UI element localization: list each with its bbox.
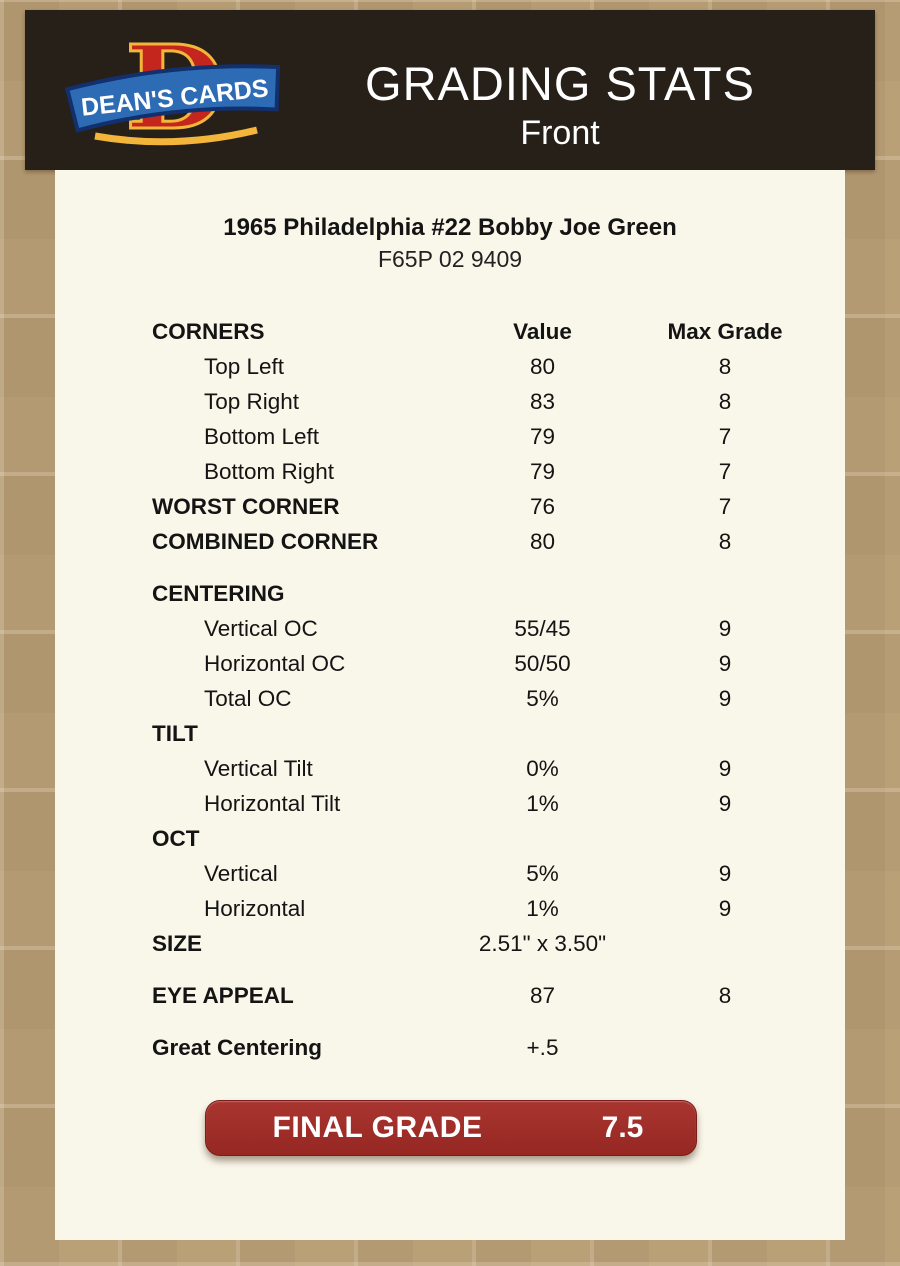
header-bar: D DEAN'S CARDS GRADING STATS Front xyxy=(25,10,875,170)
card-certification-code: F65P 02 9409 xyxy=(377,246,523,272)
table-row: OCT xyxy=(152,821,845,856)
table-row: COMBINED CORNER 80 8 xyxy=(152,524,845,559)
row-max: 8 xyxy=(718,529,732,554)
row-max xyxy=(645,1030,805,1065)
table-row: Top Right 83 8 xyxy=(152,384,845,419)
row-value: 83 xyxy=(529,389,556,414)
row-value: Value xyxy=(513,319,572,344)
final-grade-label: FINAL GRADE xyxy=(272,1111,483,1144)
row-label: Total OC xyxy=(204,686,292,711)
row-value: 1% xyxy=(526,791,559,816)
row-label: WORST CORNER xyxy=(152,494,340,519)
table-row: CORNERS Value Max Grade xyxy=(152,314,845,349)
table-row: Horizontal OC 50/50 9 xyxy=(152,646,845,681)
logo-gold-swoosh xyxy=(94,126,258,146)
deans-cards-logo: D DEAN'S CARDS xyxy=(64,28,281,153)
table-row: EYE APPEAL 87 8 xyxy=(152,978,845,1013)
row-max xyxy=(645,716,805,751)
final-grade-value: 7.5 xyxy=(601,1111,644,1144)
row-label: EYE APPEAL xyxy=(152,983,294,1008)
row-value: 80 xyxy=(529,354,556,379)
table-row: Vertical 5% 9 xyxy=(152,856,845,891)
row-max: Max Grade xyxy=(667,319,783,344)
row-label: Vertical Tilt xyxy=(204,756,313,781)
row-value: 55/45 xyxy=(514,616,571,641)
logo-ribbon-shape xyxy=(64,64,281,133)
row-max: 9 xyxy=(718,756,732,781)
row-max xyxy=(645,821,805,856)
row-value: 5% xyxy=(526,686,559,711)
grading-table: CORNERS Value Max Grade Top Left 80 8 Top Righ… xyxy=(55,314,845,1065)
row-label: CENTERING xyxy=(152,581,285,606)
row-max: 9 xyxy=(718,861,732,886)
row-max: 7 xyxy=(718,494,732,519)
row-label: Vertical xyxy=(204,861,278,886)
row-value xyxy=(440,716,645,751)
row-max xyxy=(645,926,805,961)
page-subtitle: Front xyxy=(520,114,600,152)
row-max: 9 xyxy=(718,616,732,641)
table-row: Vertical Tilt 0% 9 xyxy=(152,751,845,786)
table-row: Horizontal 1% 9 xyxy=(152,891,845,926)
table-row: Top Left 80 8 xyxy=(152,349,845,384)
row-value: 50/50 xyxy=(514,651,571,676)
row-max: 9 xyxy=(718,651,732,676)
table-row: TILT xyxy=(152,716,845,751)
table-row: WORST CORNER 76 7 xyxy=(152,489,845,524)
row-label: Top Left xyxy=(204,354,285,379)
table-row: Bottom Right 79 7 xyxy=(152,454,845,489)
row-label: Vertical OC xyxy=(204,616,318,641)
table-row: Total OC 5% 9 xyxy=(152,681,845,716)
table-row: Vertical OC 55/45 9 xyxy=(152,611,845,646)
row-max: 9 xyxy=(718,791,732,816)
row-value: 2.51" x 3.50" xyxy=(478,931,607,956)
row-max: 7 xyxy=(718,424,732,449)
row-value xyxy=(440,576,645,611)
row-max: 8 xyxy=(718,389,732,414)
row-value: 80 xyxy=(529,529,556,554)
row-max: 8 xyxy=(718,983,732,1008)
logo-ribbon: DEAN'S CARDS xyxy=(64,64,281,133)
row-max: 8 xyxy=(718,354,732,379)
row-label: OCT xyxy=(152,826,200,851)
row-max xyxy=(645,576,805,611)
row-label: SIZE xyxy=(152,931,203,956)
row-label: Bottom Right xyxy=(204,459,335,484)
row-value: 79 xyxy=(529,459,556,484)
row-label: CORNERS xyxy=(152,319,265,344)
final-grade-badge: FINAL GRADE 7.5 xyxy=(205,1100,697,1156)
table-row: Horizontal Tilt 1% 9 xyxy=(152,786,845,821)
row-value: 0% xyxy=(526,756,559,781)
table-row: Bottom Left 79 7 xyxy=(152,419,845,454)
row-value: 76 xyxy=(529,494,556,519)
row-max: 7 xyxy=(718,459,732,484)
row-label: Horizontal Tilt xyxy=(204,791,341,816)
row-label: Bottom Left xyxy=(204,424,320,449)
row-label: Top Right xyxy=(204,389,300,414)
row-label: Great Centering xyxy=(152,1035,323,1060)
row-max: 9 xyxy=(718,896,732,921)
table-row: Great Centering +.5 xyxy=(152,1030,845,1065)
page-title: GRADING STATS xyxy=(365,57,755,110)
table-row: SIZE 2.51" x 3.50" xyxy=(152,926,845,961)
header-titles: GRADING STATS Front xyxy=(280,58,840,156)
grading-panel: 1965 Philadelphia #22 Bobby Joe Green F6… xyxy=(55,170,845,1240)
row-value: +.5 xyxy=(526,1035,559,1060)
card-title: 1965 Philadelphia #22 Bobby Joe Green xyxy=(223,214,677,241)
table-row: CENTERING xyxy=(152,576,845,611)
row-label: Horizontal OC xyxy=(204,651,346,676)
row-label: TILT xyxy=(152,721,198,746)
row-value: 79 xyxy=(529,424,556,449)
row-max: 9 xyxy=(718,686,732,711)
row-value: 1% xyxy=(526,896,559,921)
row-label: Horizontal xyxy=(204,896,306,921)
row-label: COMBINED CORNER xyxy=(152,529,379,554)
row-value xyxy=(440,821,645,856)
row-value: 5% xyxy=(526,861,559,886)
row-value: 87 xyxy=(529,983,556,1008)
